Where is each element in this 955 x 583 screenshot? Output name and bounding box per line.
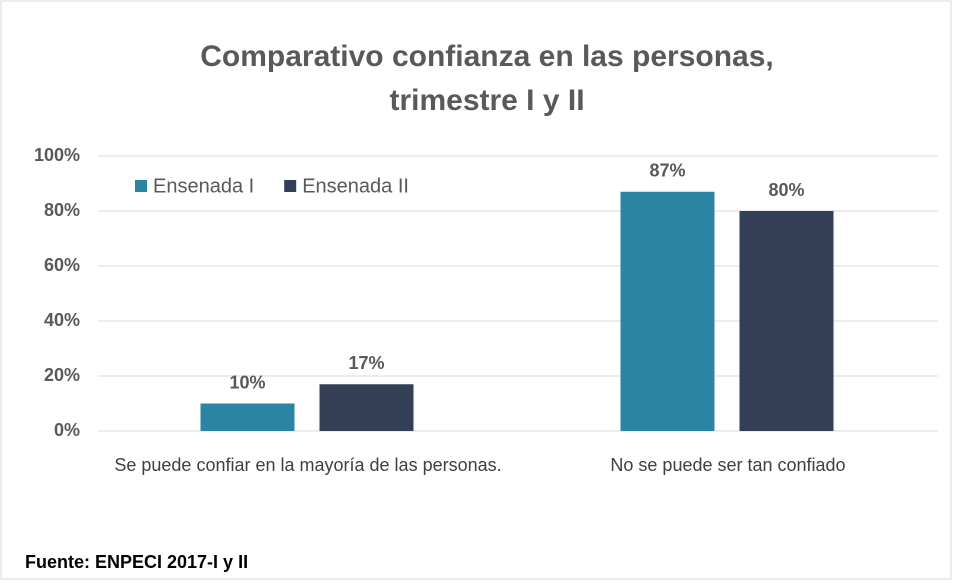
data-label: 17% <box>348 353 384 373</box>
y-tick-label: 60% <box>44 255 80 275</box>
data-label: 10% <box>229 372 265 392</box>
chart-title: trimestre I y II <box>389 84 584 117</box>
legend-label: Ensenada I <box>153 175 254 197</box>
chart-title: Comparativo confianza en las personas, <box>200 40 774 73</box>
source-note: Fuente: ENPECI 2017-I y II <box>25 552 248 572</box>
bar <box>620 191 715 431</box>
bar <box>200 403 295 431</box>
y-tick-label: 20% <box>44 365 80 385</box>
legend-swatch <box>135 180 147 192</box>
legend-swatch <box>284 180 297 192</box>
bar <box>739 211 834 431</box>
data-label: 80% <box>768 180 804 200</box>
x-tick-label: No se puede ser tan confiado <box>610 455 846 475</box>
y-tick-label: 80% <box>44 200 80 220</box>
x-tick-label: Se puede confiar en la mayoría de las pe… <box>114 455 502 475</box>
data-label: 87% <box>649 161 685 181</box>
y-tick-label: 100% <box>34 145 80 165</box>
bar <box>319 384 414 431</box>
y-tick-label: 0% <box>54 420 80 440</box>
legend-label: Ensenada II <box>302 175 409 197</box>
y-tick-label: 40% <box>44 310 80 330</box>
